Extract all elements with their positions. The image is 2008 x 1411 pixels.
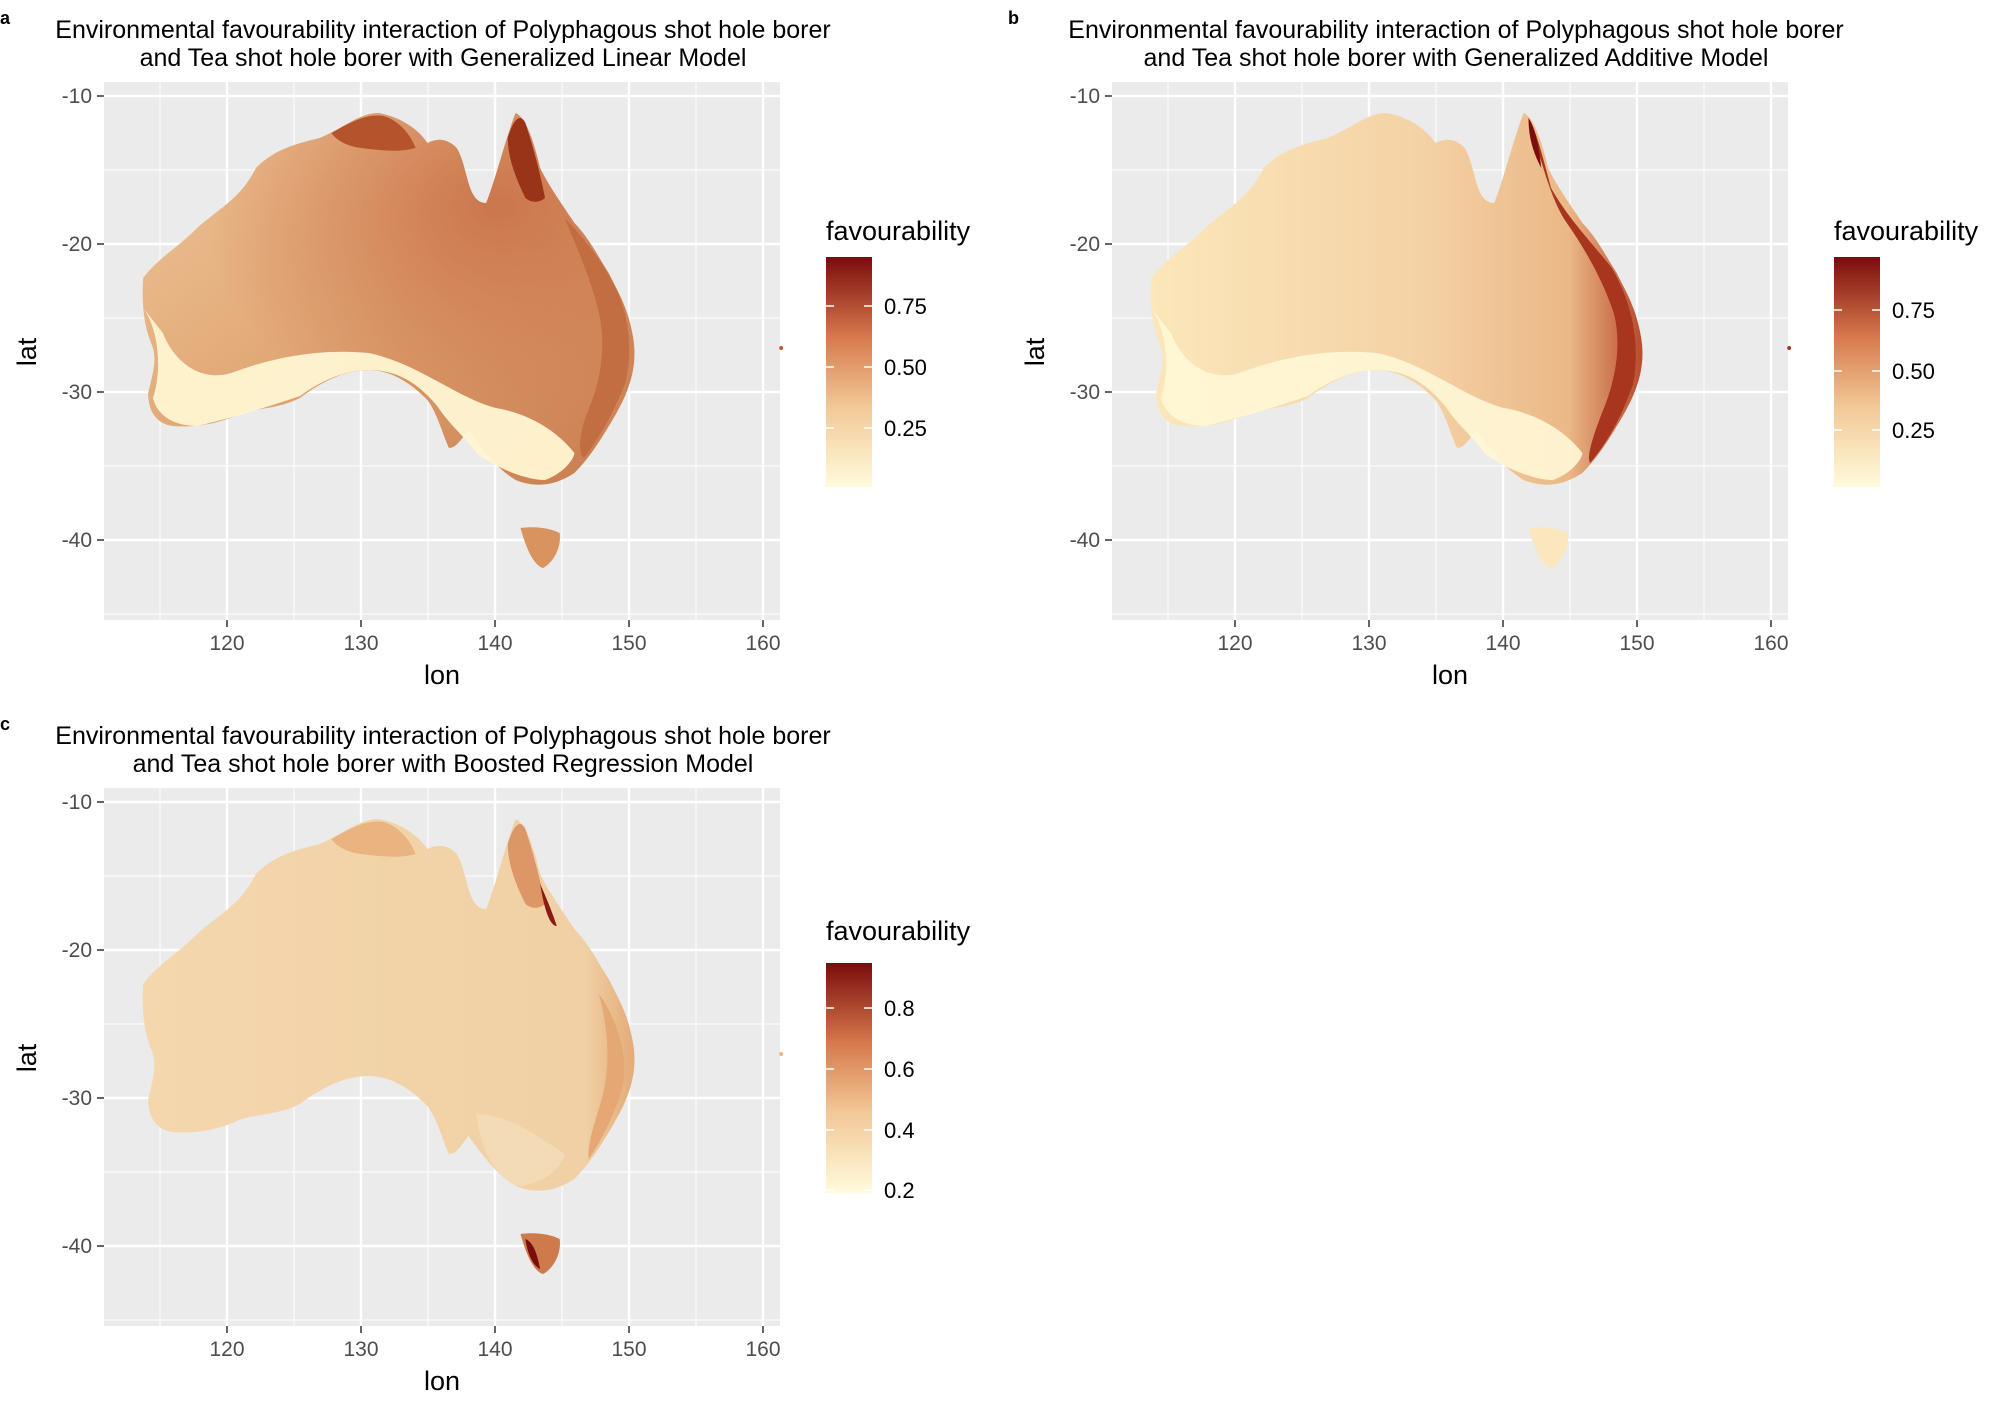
plot-area (104, 788, 784, 1326)
legend-tick-label: 0.8 (884, 996, 915, 1021)
x-tick-label: 120 (1217, 632, 1252, 655)
y-axis-label: lat (1020, 337, 1050, 366)
legend-tick-label: 0.25 (1892, 418, 1935, 443)
y-tick-label: -10 (1070, 85, 1100, 108)
x-tick-label: 150 (1619, 632, 1654, 655)
panel-title-line1: Environmental favourability interaction … (55, 16, 830, 44)
australia-map (1150, 113, 1792, 568)
legend-title: favourability (1834, 216, 1979, 246)
y-tick-label: -40 (1070, 529, 1100, 552)
legend-colorbar (826, 257, 872, 487)
panel-c: c Environmental favourability interactio… (0, 714, 971, 1396)
legend: favourability 0.75 0.50 0.25 (1834, 216, 1979, 487)
legend: favourability 0.8 0.6 0.4 0.2 (826, 916, 971, 1203)
y-axis: -10 -20 -30 -40 lat (1020, 85, 1112, 552)
plot-area (1112, 82, 1792, 620)
legend-tick-label: 0.50 (1892, 359, 1935, 384)
x-tick-label: 140 (477, 1338, 512, 1361)
x-tick-label: 150 (611, 1338, 646, 1361)
panel-tag: b (1008, 8, 1019, 28)
legend-colorbar (826, 963, 872, 1193)
legend-tick-label: 0.2 (884, 1178, 915, 1203)
legend-tick-label: 0.75 (884, 294, 927, 319)
panel-title-line1: Environmental favourability interaction … (55, 722, 830, 750)
legend-tick-label: 0.6 (884, 1057, 915, 1082)
legend-tick-label: 0.25 (884, 416, 927, 441)
x-axis-label: lon (1432, 660, 1468, 690)
x-axis-label: lon (424, 660, 460, 690)
y-tick-label: -10 (62, 791, 92, 814)
x-tick-label: 140 (1485, 632, 1520, 655)
x-tick-label: 160 (745, 1338, 780, 1361)
x-tick-label: 130 (1351, 632, 1386, 655)
legend: favourability 0.75 0.50 0.25 (826, 216, 971, 487)
x-tick-label: 140 (477, 632, 512, 655)
australia-map (142, 819, 784, 1274)
panel-title-line2: and Tea shot hole borer with Generalized… (1144, 44, 1769, 72)
y-tick-label: -20 (62, 233, 92, 256)
australia-map (142, 113, 784, 568)
legend-tick-label: 0.4 (884, 1118, 915, 1143)
x-tick-label: 120 (209, 1338, 244, 1361)
y-axis: -10 -20 -30 -40 lat (12, 85, 104, 552)
y-axis-label: lat (12, 337, 42, 366)
y-tick-label: -40 (62, 529, 92, 552)
y-tick-label: -40 (62, 1235, 92, 1258)
x-axis: 120 130 140 150 160 lon (209, 1326, 781, 1396)
x-tick-label: 160 (745, 632, 780, 655)
plot-area (104, 82, 784, 620)
panel-title-line2: and Tea shot hole borer with Boosted Reg… (133, 750, 754, 778)
legend-title: favourability (826, 216, 971, 246)
y-tick-label: -30 (1070, 381, 1100, 404)
y-axis-label: lat (12, 1043, 42, 1072)
y-tick-label: -20 (62, 939, 92, 962)
panel-tag: a (0, 8, 11, 28)
x-axis: 120 130 140 150 160 lon (209, 620, 781, 690)
panel-a: a Environmental favourability interactio… (0, 8, 971, 690)
legend-title: favourability (826, 916, 971, 946)
x-tick-label: 150 (611, 632, 646, 655)
legend-tick-label: 0.75 (1892, 298, 1935, 323)
y-tick-label: -20 (1070, 233, 1100, 256)
legend-tick-label: 0.50 (884, 355, 927, 380)
y-axis: -10 -20 -30 -40 lat (12, 791, 104, 1258)
y-tick-label: -30 (62, 1087, 92, 1110)
panel-title-line2: and Tea shot hole borer with Generalized… (140, 44, 747, 72)
panel-b: b Environmental favourability interactio… (1008, 8, 1979, 690)
x-axis: 120 130 140 150 160 lon (1217, 620, 1789, 690)
x-axis-label: lon (424, 1366, 460, 1396)
x-tick-label: 130 (343, 1338, 378, 1361)
y-tick-label: -10 (62, 85, 92, 108)
panel-tag: c (0, 714, 10, 734)
x-tick-label: 160 (1753, 632, 1788, 655)
y-tick-label: -30 (62, 381, 92, 404)
x-tick-label: 120 (209, 632, 244, 655)
x-tick-label: 130 (343, 632, 378, 655)
legend-colorbar (1834, 257, 1880, 487)
panel-title-line1: Environmental favourability interaction … (1068, 16, 1843, 44)
